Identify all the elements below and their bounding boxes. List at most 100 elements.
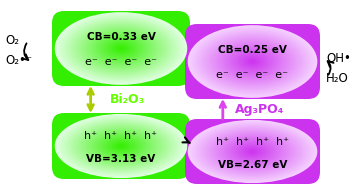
Text: O₂•⁻: O₂•⁻	[5, 54, 32, 67]
Ellipse shape	[216, 41, 289, 82]
Ellipse shape	[119, 47, 123, 50]
Ellipse shape	[62, 16, 180, 81]
Ellipse shape	[203, 34, 302, 89]
Ellipse shape	[110, 43, 132, 54]
Ellipse shape	[55, 115, 186, 177]
Ellipse shape	[218, 43, 287, 81]
Ellipse shape	[114, 45, 127, 52]
Ellipse shape	[233, 51, 272, 72]
Ellipse shape	[237, 144, 268, 159]
Ellipse shape	[223, 45, 282, 78]
Ellipse shape	[82, 27, 160, 70]
Ellipse shape	[68, 20, 173, 77]
Ellipse shape	[227, 139, 278, 164]
Ellipse shape	[210, 131, 295, 172]
Ellipse shape	[75, 24, 167, 74]
FancyBboxPatch shape	[52, 113, 190, 179]
Ellipse shape	[229, 140, 276, 163]
Ellipse shape	[197, 125, 308, 178]
FancyBboxPatch shape	[185, 119, 320, 184]
Text: CB=0.25 eV: CB=0.25 eV	[218, 45, 287, 55]
Ellipse shape	[62, 118, 180, 174]
Ellipse shape	[214, 133, 291, 170]
Ellipse shape	[190, 122, 315, 181]
Ellipse shape	[206, 129, 299, 174]
Ellipse shape	[206, 35, 299, 88]
Text: h⁺  h⁺  h⁺  h⁺: h⁺ h⁺ h⁺ h⁺	[84, 131, 157, 141]
Ellipse shape	[240, 145, 265, 158]
Text: e⁻  e⁻  e⁻  e⁻: e⁻ e⁻ e⁻ e⁻	[85, 57, 157, 67]
Text: VB=3.13 eV: VB=3.13 eV	[87, 154, 156, 164]
Text: Ag₃PO₄: Ag₃PO₄	[235, 102, 284, 115]
Ellipse shape	[86, 29, 156, 67]
Ellipse shape	[193, 123, 312, 180]
Ellipse shape	[80, 126, 163, 166]
Ellipse shape	[77, 25, 165, 72]
Ellipse shape	[190, 27, 315, 96]
Ellipse shape	[104, 39, 139, 58]
Ellipse shape	[246, 148, 259, 155]
FancyBboxPatch shape	[52, 11, 190, 86]
Ellipse shape	[95, 34, 147, 63]
Ellipse shape	[212, 132, 293, 171]
Ellipse shape	[68, 121, 173, 171]
Text: h⁺  h⁺  h⁺  h⁺: h⁺ h⁺ h⁺ h⁺	[216, 137, 289, 147]
Text: e⁻  e⁻  e⁻  e⁻: e⁻ e⁻ e⁻ e⁻	[216, 70, 289, 80]
Ellipse shape	[195, 124, 310, 179]
Ellipse shape	[240, 54, 265, 69]
Ellipse shape	[99, 37, 143, 60]
Ellipse shape	[201, 127, 304, 176]
Ellipse shape	[214, 40, 291, 83]
Ellipse shape	[104, 138, 139, 154]
Ellipse shape	[117, 144, 125, 148]
Ellipse shape	[108, 140, 134, 152]
Ellipse shape	[60, 15, 182, 82]
Ellipse shape	[82, 127, 160, 165]
Ellipse shape	[220, 136, 285, 167]
Ellipse shape	[119, 145, 123, 147]
Text: O₂: O₂	[5, 35, 19, 47]
Ellipse shape	[108, 41, 134, 56]
Ellipse shape	[99, 136, 143, 156]
Ellipse shape	[235, 52, 270, 71]
Ellipse shape	[93, 132, 150, 160]
Ellipse shape	[216, 134, 289, 169]
Ellipse shape	[231, 141, 274, 162]
Ellipse shape	[208, 36, 298, 86]
FancyBboxPatch shape	[185, 24, 320, 99]
Ellipse shape	[233, 142, 272, 161]
Ellipse shape	[229, 48, 276, 75]
Ellipse shape	[246, 58, 259, 65]
Ellipse shape	[244, 57, 261, 66]
Ellipse shape	[231, 50, 274, 73]
Ellipse shape	[58, 116, 184, 176]
Ellipse shape	[73, 123, 169, 169]
Ellipse shape	[86, 129, 156, 163]
Ellipse shape	[58, 14, 184, 83]
Ellipse shape	[242, 56, 263, 67]
Ellipse shape	[75, 124, 167, 168]
Ellipse shape	[64, 119, 178, 173]
Ellipse shape	[218, 135, 287, 168]
Ellipse shape	[97, 36, 145, 62]
Ellipse shape	[112, 44, 130, 53]
Ellipse shape	[188, 121, 317, 182]
Ellipse shape	[106, 40, 136, 57]
Ellipse shape	[80, 26, 163, 71]
Ellipse shape	[66, 19, 176, 78]
Ellipse shape	[251, 150, 254, 153]
Ellipse shape	[223, 137, 282, 166]
Ellipse shape	[73, 22, 169, 75]
Ellipse shape	[251, 60, 254, 63]
Ellipse shape	[199, 126, 306, 177]
Ellipse shape	[225, 46, 280, 77]
Ellipse shape	[220, 44, 285, 79]
Ellipse shape	[66, 120, 176, 172]
Ellipse shape	[71, 21, 171, 76]
Ellipse shape	[117, 46, 125, 51]
Ellipse shape	[227, 47, 278, 76]
Ellipse shape	[60, 117, 182, 175]
Ellipse shape	[93, 33, 150, 64]
Text: Bi₂O₃: Bi₂O₃	[110, 93, 146, 106]
Ellipse shape	[235, 143, 270, 160]
